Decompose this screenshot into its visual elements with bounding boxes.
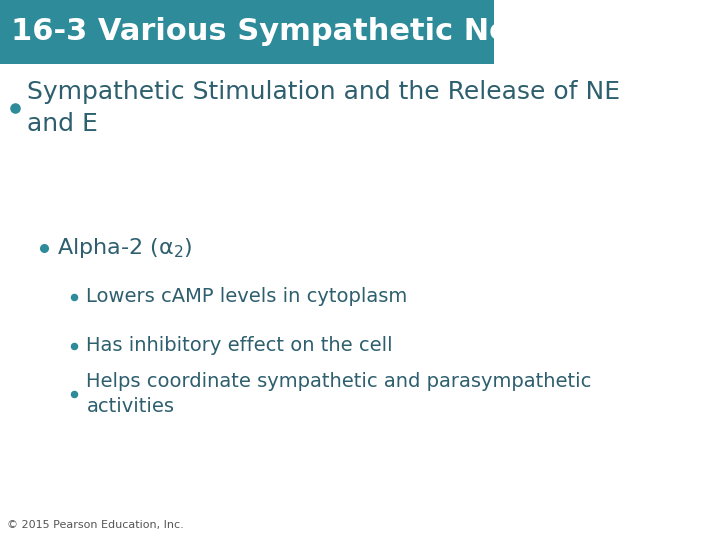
FancyBboxPatch shape (0, 0, 494, 64)
Text: Helps coordinate sympathetic and parasympathetic
activities: Helps coordinate sympathetic and parasym… (86, 372, 592, 416)
Text: Has inhibitory effect on the cell: Has inhibitory effect on the cell (86, 336, 393, 355)
Text: Alpha-2 (α$_{2}$): Alpha-2 (α$_{2}$) (57, 237, 192, 260)
Text: Sympathetic Stimulation and the Release of NE
and E: Sympathetic Stimulation and the Release … (27, 80, 621, 136)
Text: 16-3 Various Sympathetic Neurotransmitters: 16-3 Various Sympathetic Neurotransmitte… (11, 17, 720, 46)
Text: © 2015 Pearson Education, Inc.: © 2015 Pearson Education, Inc. (7, 520, 184, 530)
Text: Lowers cAMP levels in cytoplasm: Lowers cAMP levels in cytoplasm (86, 287, 408, 307)
